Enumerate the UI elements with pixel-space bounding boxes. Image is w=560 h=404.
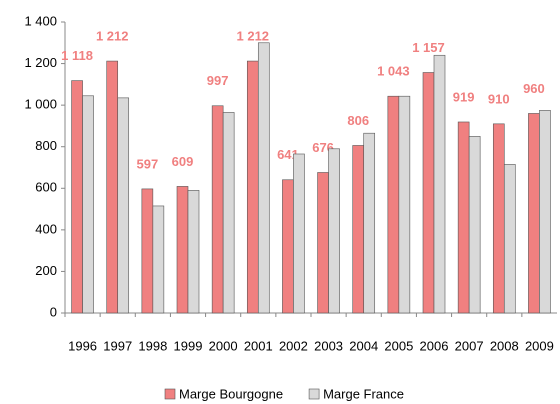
bar	[539, 110, 551, 314]
bar	[293, 153, 305, 314]
value-label: 1 118	[61, 48, 93, 63]
bar	[528, 113, 540, 314]
bar	[222, 112, 235, 314]
bar	[106, 60, 119, 314]
bar	[422, 72, 435, 314]
legend-swatch	[308, 388, 320, 400]
y-tick-label: 0	[50, 304, 57, 319]
x-tick-label: 2008	[490, 338, 519, 353]
x-tick-label: 2004	[349, 338, 378, 353]
bar	[503, 164, 516, 314]
x-tick-label: 2005	[384, 338, 413, 353]
y-tick-label: 1 200	[24, 55, 57, 70]
x-tick-label: 1998	[138, 338, 167, 353]
x-tick-label: 2003	[314, 338, 343, 353]
y-tick-label: 600	[35, 180, 57, 195]
bar	[257, 42, 270, 314]
bar	[117, 97, 130, 314]
bar	[492, 123, 505, 314]
x-tick-label: 2009	[525, 338, 554, 353]
x-tick-label: 2002	[279, 338, 308, 353]
value-label: 1 212	[96, 29, 129, 44]
value-label: 597	[137, 156, 159, 171]
value-label: 1 157	[412, 40, 445, 55]
bar	[363, 132, 376, 314]
y-tick-label: 400	[35, 221, 57, 236]
legend-label: Marge Bourgogne	[179, 386, 283, 401]
bar	[187, 190, 200, 314]
bar	[246, 60, 259, 314]
bar	[398, 95, 411, 314]
bar	[468, 136, 481, 314]
value-label: 919	[453, 89, 475, 104]
y-tick-label: 1 000	[24, 97, 57, 112]
x-tick-label: 1999	[174, 338, 203, 353]
value-label: 997	[207, 73, 229, 88]
x-tick-label: 1996	[68, 338, 97, 353]
value-label: 910	[488, 91, 510, 106]
value-label: 960	[523, 81, 545, 96]
x-tick-label: 2001	[244, 338, 273, 353]
y-tick-label: 200	[35, 263, 57, 278]
bar	[387, 95, 400, 314]
value-label: 1 212	[237, 29, 270, 44]
y-tick-label: 800	[35, 138, 57, 153]
bar	[82, 95, 94, 314]
legend-label: Marge France	[323, 386, 404, 401]
bar	[141, 188, 154, 314]
bar	[71, 80, 83, 314]
x-tick-label: 2007	[455, 338, 484, 353]
x-tick-label: 1997	[103, 338, 132, 353]
value-label: 806	[347, 113, 369, 128]
bar	[282, 179, 294, 314]
bar	[328, 148, 340, 314]
bar	[176, 186, 189, 314]
bar	[211, 105, 224, 314]
bar	[152, 205, 165, 314]
x-tick-label: 2000	[209, 338, 238, 353]
bar	[317, 172, 329, 314]
bar	[352, 145, 365, 314]
bar	[433, 54, 446, 314]
bar	[457, 121, 470, 314]
x-tick-label: 2006	[420, 338, 449, 353]
legend-swatch	[164, 388, 176, 400]
value-label: 1 043	[377, 64, 410, 79]
value-label: 609	[172, 154, 194, 169]
y-tick-label: 1 400	[24, 13, 57, 28]
